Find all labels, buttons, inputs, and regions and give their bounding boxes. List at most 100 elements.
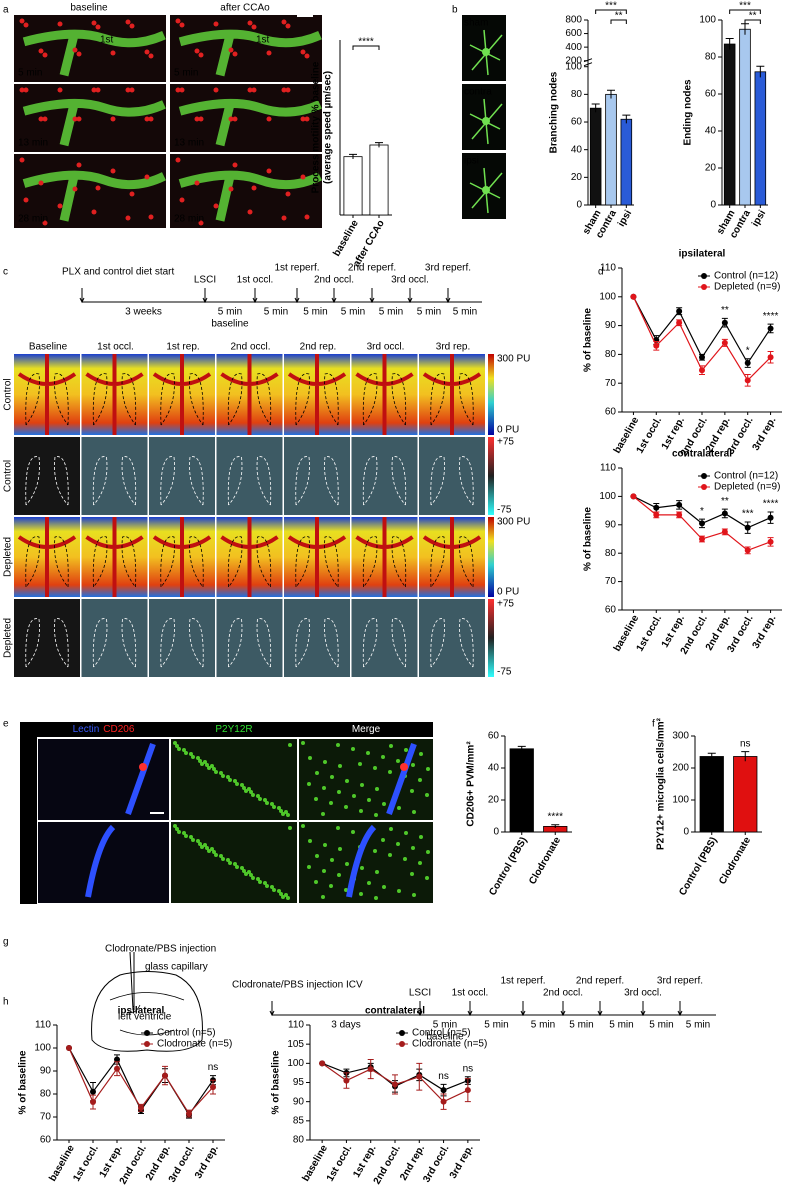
microglia-dot bbox=[373, 849, 377, 853]
schematic-label: Clodronate/PBS injection bbox=[105, 944, 216, 955]
red-dot bbox=[194, 116, 200, 122]
microglia-dot bbox=[258, 797, 262, 801]
red-dot bbox=[91, 20, 97, 26]
microglia-process bbox=[178, 29, 322, 77]
roi-outline bbox=[92, 536, 137, 588]
timeline-duration: 5 min bbox=[686, 1020, 710, 1031]
point bbox=[416, 1073, 423, 1080]
vessels bbox=[355, 517, 414, 597]
significance: **** bbox=[763, 311, 779, 322]
legend-label: Control (n=12) bbox=[714, 271, 778, 282]
microglia-dot bbox=[233, 862, 237, 866]
y-axis-title: % of baseline bbox=[583, 507, 594, 571]
microglia-dot bbox=[219, 854, 223, 858]
legend-label: Clodronate (n=5) bbox=[412, 1039, 487, 1050]
y-tick-label: 100 bbox=[699, 15, 716, 26]
row-label: control bbox=[23, 765, 34, 795]
timeline-duration: 5 min bbox=[303, 307, 327, 318]
image-label: ipsi bbox=[464, 156, 479, 167]
timeline-duration: 5 min bbox=[341, 307, 365, 318]
roi-outline bbox=[295, 373, 339, 426]
microglia-dot bbox=[279, 809, 283, 813]
y-tick-label: 80 bbox=[40, 1089, 52, 1100]
red-dot bbox=[281, 87, 287, 93]
microglia-dot bbox=[315, 771, 319, 775]
chart-title: ipsilateral bbox=[118, 1006, 165, 1017]
lsci-image bbox=[216, 599, 283, 677]
microglia-dot bbox=[314, 880, 318, 884]
microglia-dot bbox=[249, 790, 253, 794]
microglia-dot bbox=[226, 858, 230, 862]
red-dot bbox=[148, 53, 154, 59]
microglia-dot bbox=[226, 775, 230, 779]
bar bbox=[509, 748, 534, 833]
red-dot bbox=[38, 116, 44, 122]
red-dot bbox=[304, 214, 310, 220]
bar bbox=[343, 156, 363, 216]
red-dot bbox=[300, 174, 306, 180]
header-part: Merge bbox=[352, 724, 381, 735]
microglia-dot bbox=[286, 813, 290, 817]
timeline-duration: 5 min bbox=[379, 307, 403, 318]
comparison-bracket bbox=[729, 9, 761, 14]
microglia-dot bbox=[184, 751, 188, 755]
red-dot bbox=[285, 191, 291, 197]
y-tick-label: 60 bbox=[605, 407, 617, 418]
microglia-dot bbox=[235, 782, 239, 786]
timeline-event: 3rd reperf. bbox=[425, 263, 471, 274]
point bbox=[721, 339, 728, 346]
roi-outline bbox=[92, 456, 137, 506]
microglia-dot bbox=[244, 872, 248, 876]
point bbox=[464, 1087, 471, 1094]
roi-outline bbox=[295, 456, 339, 506]
point bbox=[721, 528, 728, 535]
microglia-process bbox=[22, 170, 166, 222]
legend-label: Control (n=5) bbox=[157, 1028, 216, 1039]
red-dot bbox=[194, 48, 200, 54]
microglia-dot bbox=[373, 766, 377, 770]
panel-label: d bbox=[598, 267, 604, 278]
microglia-process bbox=[22, 29, 166, 77]
y-tick-label: 40 bbox=[488, 763, 500, 774]
microglia-dot bbox=[177, 747, 181, 751]
y-tick-label: 80 bbox=[705, 52, 717, 63]
point bbox=[744, 377, 751, 384]
comparison-bracket bbox=[610, 19, 627, 24]
micrograph bbox=[170, 15, 322, 82]
red-dot bbox=[232, 51, 238, 57]
y-tick-label: 90 bbox=[293, 1096, 305, 1107]
roi-outline bbox=[160, 618, 204, 668]
microglia-dot bbox=[205, 846, 209, 850]
colorbar-label: 300 PU bbox=[497, 517, 530, 528]
colorbar-label: -75 bbox=[497, 667, 512, 678]
microglia-dot bbox=[337, 873, 341, 877]
microglia-dot bbox=[315, 854, 319, 858]
microglia-dot bbox=[308, 839, 312, 843]
red-dot bbox=[179, 87, 185, 93]
red-dot bbox=[91, 209, 97, 215]
microglia-dot bbox=[177, 830, 181, 834]
timeline-duration: 5 min bbox=[649, 1020, 673, 1031]
lsci-image bbox=[284, 437, 350, 515]
significance: ns bbox=[438, 1071, 449, 1082]
point bbox=[138, 1104, 144, 1111]
vessels bbox=[287, 517, 347, 597]
point bbox=[440, 1087, 447, 1094]
significance: * bbox=[700, 506, 704, 517]
red-dot bbox=[213, 203, 219, 209]
lsci-image bbox=[14, 437, 80, 515]
microglia-dot bbox=[345, 779, 349, 783]
y-tick-label: 20 bbox=[488, 795, 500, 806]
significance: **** bbox=[547, 811, 563, 822]
arrow-head bbox=[677, 1010, 683, 1017]
point bbox=[744, 360, 751, 367]
y-tick-label: 0 bbox=[493, 827, 499, 838]
microglia-dot bbox=[288, 826, 292, 830]
timeline-duration: 3 weeks bbox=[125, 307, 162, 318]
microglia-dot bbox=[345, 862, 349, 866]
significance: * bbox=[746, 345, 750, 356]
microglia-dot bbox=[323, 843, 327, 847]
red-dot bbox=[304, 116, 310, 122]
point bbox=[676, 511, 683, 518]
arrow-head bbox=[252, 297, 258, 304]
